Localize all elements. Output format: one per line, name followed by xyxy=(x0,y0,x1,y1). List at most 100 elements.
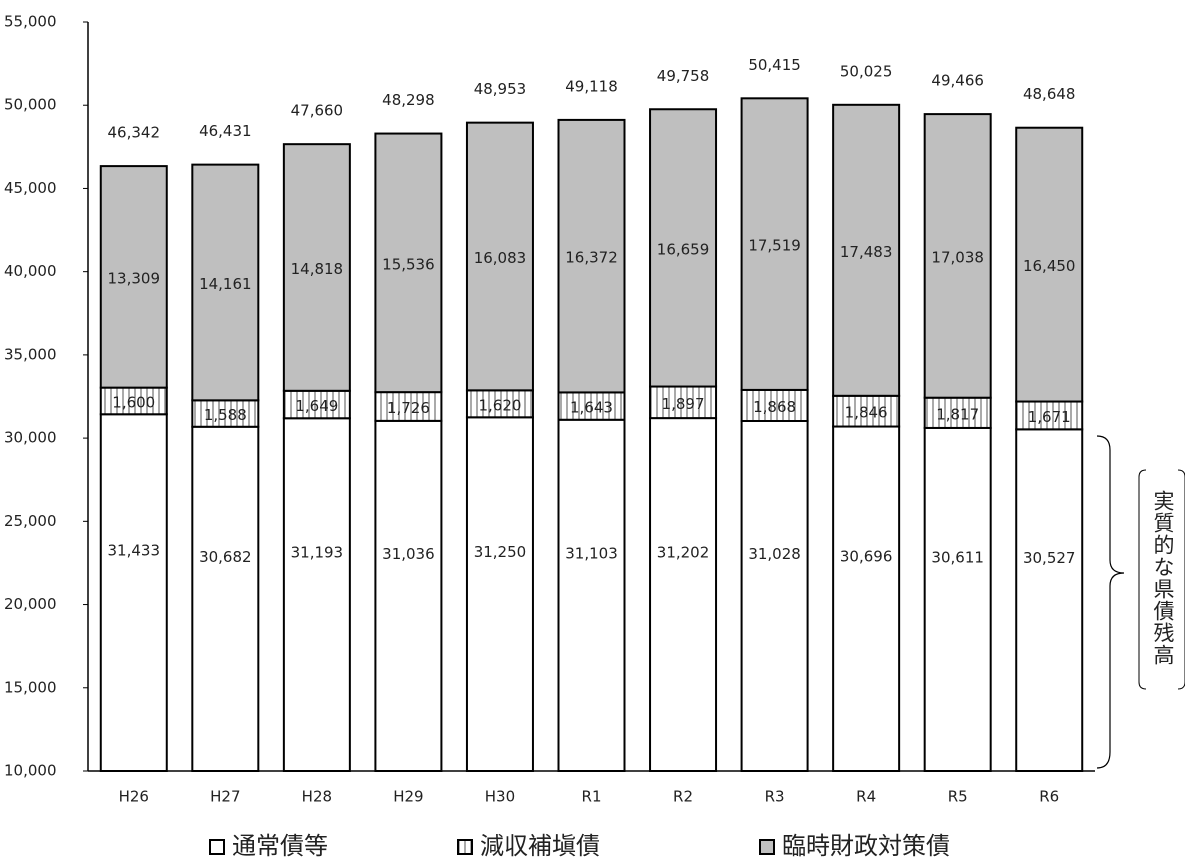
value-label: 30,527 xyxy=(1023,549,1076,567)
value-label: 16,372 xyxy=(565,249,618,267)
x-tick-label: R2 xyxy=(673,788,693,806)
total-label: 46,431 xyxy=(199,122,252,140)
total-label: 49,758 xyxy=(657,67,710,85)
bar-segment xyxy=(191,163,260,402)
x-tick-label: H27 xyxy=(210,788,240,806)
legend-swatch xyxy=(759,839,775,855)
bar-segment xyxy=(374,132,443,394)
bar-segment xyxy=(1015,428,1084,772)
bar-segment xyxy=(557,418,626,772)
bar-segment xyxy=(832,425,901,772)
value-label: 1,620 xyxy=(478,396,521,414)
y-tick-label: 55,000 xyxy=(4,13,57,31)
x-tick-label: R6 xyxy=(1039,788,1059,806)
value-label: 31,103 xyxy=(565,544,618,562)
value-label: 17,483 xyxy=(840,243,893,261)
total-label: 48,298 xyxy=(382,91,435,109)
value-label: 1,671 xyxy=(1028,408,1071,426)
value-label: 16,659 xyxy=(657,240,710,258)
x-tick-label: H28 xyxy=(302,788,332,806)
bar-segment xyxy=(923,113,992,399)
bar-segment xyxy=(465,121,534,392)
value-label: 1,846 xyxy=(845,404,888,422)
y-tick-label: 10,000 xyxy=(4,762,57,780)
total-label: 50,025 xyxy=(840,62,893,80)
bar-segment xyxy=(282,417,351,772)
bar-segment xyxy=(374,391,443,422)
y-tick-label: 45,000 xyxy=(4,179,57,197)
total-label: 46,342 xyxy=(108,124,161,142)
bar-segment xyxy=(740,420,809,772)
value-label: 1,649 xyxy=(295,397,338,415)
value-label: 14,818 xyxy=(291,260,344,278)
value-label: 1,868 xyxy=(753,398,796,416)
x-tick-label: H30 xyxy=(485,788,515,806)
total-label: 48,648 xyxy=(1023,85,1076,103)
total-label: 48,953 xyxy=(474,80,527,98)
total-label: 50,415 xyxy=(748,56,801,74)
brace xyxy=(1096,435,1125,769)
legend-swatch xyxy=(209,839,225,855)
value-label: 1,600 xyxy=(112,393,155,411)
bar-segment xyxy=(557,118,626,394)
x-tick-label: R1 xyxy=(582,788,602,806)
legend-label: 通常債等 xyxy=(232,832,328,858)
legend-swatch xyxy=(457,839,473,855)
bar-segment xyxy=(282,143,351,392)
bar-segment xyxy=(649,108,718,388)
x-tick-label: H29 xyxy=(393,788,423,806)
total-label: 49,466 xyxy=(931,72,984,90)
y-tick-label: 40,000 xyxy=(4,262,57,280)
value-label: 31,250 xyxy=(474,543,527,561)
bar-segment xyxy=(99,165,168,389)
value-label: 1,817 xyxy=(936,405,979,423)
annotation: 実質的な県債残高 xyxy=(1151,490,1175,666)
y-tick-label: 15,000 xyxy=(4,678,57,696)
total-label: 47,660 xyxy=(291,102,344,120)
value-label: 13,309 xyxy=(108,269,161,287)
value-label: 1,588 xyxy=(204,406,247,424)
bar-segment xyxy=(832,394,901,428)
bar-segment xyxy=(99,413,168,772)
annotation-bracket xyxy=(1138,469,1185,690)
value-label: 31,193 xyxy=(291,544,344,562)
value-label: 30,682 xyxy=(199,548,252,566)
value-label: 14,161 xyxy=(199,275,252,293)
x-tick-label: R5 xyxy=(948,788,968,806)
y-tick-label: 30,000 xyxy=(4,429,57,447)
legend-label: 臨時財政対策債 xyxy=(782,832,950,858)
value-label: 30,611 xyxy=(931,548,984,566)
y-tick-label: 50,000 xyxy=(4,96,57,114)
value-label: 1,643 xyxy=(570,399,613,417)
bar-segment xyxy=(740,97,809,391)
bar-segment xyxy=(465,416,534,772)
y-tick-label: 25,000 xyxy=(4,512,57,530)
bar-segment xyxy=(923,426,992,772)
value-label: 1,897 xyxy=(662,395,705,413)
bar-segment xyxy=(557,391,626,421)
value-label: 31,036 xyxy=(382,545,435,563)
y-tick-label: 20,000 xyxy=(4,595,57,613)
value-label: 31,202 xyxy=(657,543,710,561)
bar-segment xyxy=(832,103,901,397)
value-label: 1,726 xyxy=(387,399,430,417)
bar-segment xyxy=(374,419,443,772)
total-label: 49,118 xyxy=(565,77,618,95)
value-label: 16,083 xyxy=(474,249,527,267)
value-label: 31,028 xyxy=(748,545,801,563)
bar-segment xyxy=(740,388,809,423)
value-label: 16,450 xyxy=(1023,257,1076,275)
value-label: 15,536 xyxy=(382,255,435,273)
legend-label: 減収補塡債 xyxy=(480,832,600,858)
x-tick-label: R3 xyxy=(765,788,785,806)
x-tick-label: H26 xyxy=(119,788,149,806)
y-tick-label: 35,000 xyxy=(4,345,57,363)
x-tick-label: R4 xyxy=(856,788,876,806)
bar-segment xyxy=(1015,126,1084,403)
value-label: 17,038 xyxy=(931,248,984,266)
bar-segment xyxy=(649,385,718,420)
value-label: 17,519 xyxy=(748,237,801,255)
value-label: 31,433 xyxy=(108,542,161,560)
bar-segment xyxy=(191,425,260,772)
